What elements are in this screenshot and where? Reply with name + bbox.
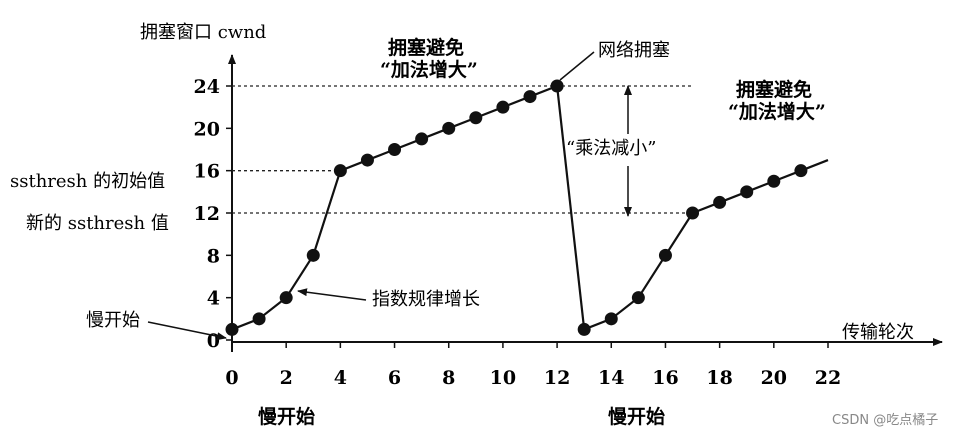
x-tick-label: 14 <box>598 367 624 389</box>
data-point <box>577 322 591 336</box>
data-point <box>658 248 672 262</box>
slow-start-bottom-1: 慢开始 <box>258 405 315 428</box>
drop-segment <box>555 85 586 330</box>
data-point <box>252 312 266 326</box>
slow-start-bottom-2: 慢开始 <box>608 405 665 428</box>
multiplicative-decrease-label: “乘法减小” <box>566 138 656 159</box>
exponential-growth-label: 指数规律增长 <box>372 289 480 310</box>
data-point <box>225 322 239 336</box>
x-tick-label: 4 <box>334 367 347 389</box>
y-tick-label: 16 <box>194 161 220 183</box>
y-tick-label: 8 <box>207 245 220 267</box>
data-point <box>306 248 320 262</box>
exponential-arrow <box>297 288 367 301</box>
data-point <box>279 291 293 305</box>
data-point <box>713 195 727 209</box>
network-congestion-pointer <box>559 51 595 81</box>
ssthresh-initial-label: ssthresh 的初始值 <box>10 171 165 192</box>
x-tick-label: 18 <box>706 367 732 389</box>
congestion-avoid-1-line1: 拥塞避免 <box>388 36 464 59</box>
y-tick-label: 20 <box>194 118 220 140</box>
x-tick-label: 20 <box>761 367 787 389</box>
x-tick-label: 16 <box>652 367 678 389</box>
data-point <box>496 100 510 114</box>
network-congestion-label: 网络拥塞 <box>598 40 670 61</box>
y-tick-label: 4 <box>207 288 220 310</box>
y-tick-label: 24 <box>194 76 220 98</box>
congestion-avoid-2-line2: “加法增大” <box>728 100 826 123</box>
data-point <box>631 291 645 305</box>
data-point <box>740 185 754 199</box>
data-point <box>686 206 700 220</box>
series-line-1 <box>583 169 802 331</box>
congestion-avoid-2-line1: 拥塞避免 <box>736 78 812 101</box>
reference-lines <box>232 85 693 214</box>
x-axis-title: 传输轮次 <box>842 322 914 343</box>
data-point <box>604 312 618 326</box>
data-point <box>442 121 456 135</box>
x-tick-label: 8 <box>442 367 455 389</box>
data-point <box>415 132 429 146</box>
y-axis-ticks: 0 4 8 12 16 20 24 <box>194 76 232 352</box>
x-tick-label: 22 <box>815 367 841 389</box>
y-axis-title: 拥塞窗口 cwnd <box>140 22 266 43</box>
data-point <box>360 153 374 167</box>
data-point <box>469 111 483 125</box>
watermark: CSDN @吃点橘子 <box>832 412 938 428</box>
x-axis-ticks: 0 2 4 6 8 10 12 14 16 18 20 22 <box>225 342 841 389</box>
data-point <box>794 164 808 178</box>
ssthresh-new-label: 新的 ssthresh 值 <box>26 213 169 234</box>
x-tick-label: 0 <box>225 367 238 389</box>
y-tick-label: 0 <box>207 330 220 352</box>
x-tick-label: 2 <box>280 367 293 389</box>
series-points <box>225 79 808 336</box>
x-tick-label: 6 <box>388 367 401 389</box>
data-point <box>523 90 537 104</box>
y-tick-label: 12 <box>194 203 220 225</box>
x-tick-label: 10 <box>490 367 516 389</box>
slow-start-label: 慢开始 <box>86 310 140 331</box>
data-point <box>550 79 564 93</box>
data-point <box>767 174 781 188</box>
congestion-avoid-1-line2: “加法增大” <box>380 58 478 81</box>
slow-start-arrow <box>147 321 227 341</box>
x-tick-label: 12 <box>544 367 570 389</box>
data-point <box>333 164 347 178</box>
data-point <box>388 143 402 156</box>
